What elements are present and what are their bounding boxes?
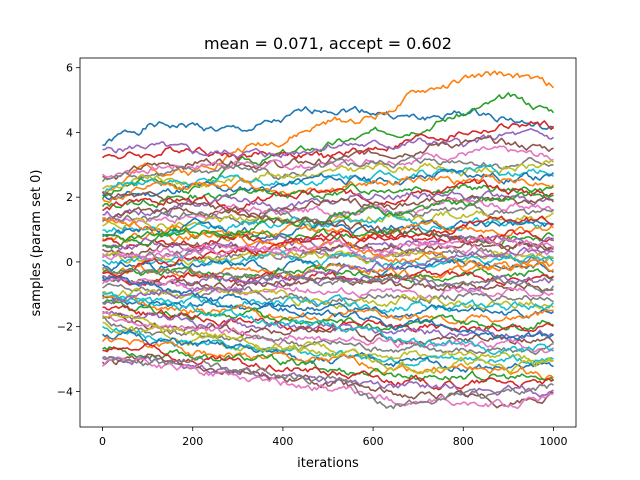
series-line (102, 105, 555, 146)
x-tick-label: 400 (272, 435, 293, 448)
series-line (102, 163, 554, 194)
y-tick-label: −4 (57, 385, 73, 398)
y-tick-label: 4 (66, 126, 73, 139)
series-line (102, 313, 554, 375)
y-axis-label: samples (param set 0) (29, 170, 44, 317)
y-tick-label: 2 (66, 191, 73, 204)
series-line (102, 310, 555, 340)
series-line (102, 241, 554, 257)
plot-frame (79, 57, 577, 428)
series-line (102, 250, 554, 268)
x-axis-label: iterations (297, 456, 359, 471)
series-layer (101, 70, 555, 410)
series-line (102, 316, 554, 356)
axes-layer: 0 200 400 600 800 1000 −4 −2 0 2 4 6 (57, 57, 577, 448)
x-tick-label: 0 (99, 435, 106, 448)
series-line (102, 159, 555, 190)
series-line (101, 247, 554, 264)
series-line (102, 266, 555, 294)
series-line (102, 215, 554, 278)
series-line (101, 236, 555, 261)
series-line (102, 168, 555, 201)
series-line (102, 321, 554, 365)
y-tick-label: 6 (66, 62, 73, 75)
series-line (102, 355, 554, 398)
series-line (102, 190, 554, 249)
series-line (102, 120, 555, 161)
series-line (102, 194, 555, 222)
series-line (101, 336, 555, 382)
x-tick-label: 1000 (539, 435, 567, 448)
series-line (101, 275, 554, 341)
series-line (101, 261, 555, 280)
series-line (102, 127, 554, 159)
series-line (101, 291, 555, 356)
series-line (101, 190, 554, 252)
series-line (101, 264, 555, 284)
chart-title: mean = 0.071, accept = 0.602 (204, 34, 452, 53)
series-line (102, 346, 555, 383)
series-line (101, 294, 555, 319)
series-line (102, 210, 554, 231)
series-line (101, 274, 554, 292)
series-line (101, 356, 554, 410)
x-tick-label: 600 (363, 435, 384, 448)
series-line (102, 355, 554, 410)
series-line (102, 178, 554, 215)
series-line (102, 70, 555, 194)
x-tick-label: 800 (453, 435, 474, 448)
y-tick-label: −2 (57, 321, 73, 334)
series-line (101, 220, 554, 243)
series-line (102, 246, 554, 305)
series-line (101, 183, 554, 209)
x-tick-label: 200 (182, 435, 203, 448)
y-tick-label: 0 (66, 256, 73, 269)
series-line (101, 155, 554, 183)
series-line (102, 217, 554, 273)
series-line (101, 276, 554, 300)
series-line (101, 197, 555, 224)
series-line (102, 211, 554, 237)
